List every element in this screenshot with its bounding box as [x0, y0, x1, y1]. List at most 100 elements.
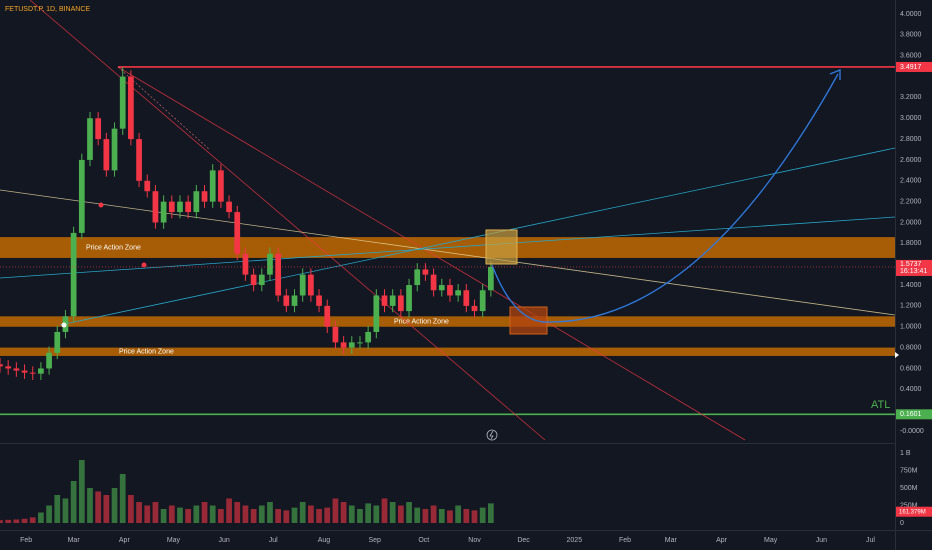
- volume-bar: [144, 505, 151, 524]
- candle-body: [455, 290, 461, 296]
- drawings: [61, 69, 899, 441]
- y-tick-label: 4.0000: [900, 11, 922, 18]
- volume-bar: [447, 510, 453, 524]
- candle-body: [78, 159, 85, 233]
- candle-body: [111, 128, 118, 171]
- candle-body: [13, 368, 20, 371]
- candle-body: [258, 274, 265, 286]
- volume-bar: [479, 507, 486, 524]
- candle-body: [365, 331, 372, 343]
- x-tick-label: Nov: [468, 537, 481, 544]
- volume-bar: [62, 498, 69, 524]
- candle-body: [291, 295, 298, 306]
- event-icon-bolt: [489, 430, 494, 440]
- volume-bar: [414, 507, 421, 524]
- volume-bar: [119, 474, 126, 524]
- candle-body: [414, 269, 421, 286]
- y-tick-label: 0.8000: [900, 344, 922, 351]
- y-tick-label: 3.6000: [900, 53, 922, 60]
- price-zone: [0, 347, 895, 356]
- x-tick-label: May: [764, 537, 778, 544]
- y-tick-label: 1.4000: [900, 282, 922, 289]
- candle-body: [234, 212, 241, 254]
- volume-bar: [78, 460, 85, 524]
- candle-body: [5, 366, 12, 369]
- y-tick-label: 1.8000: [900, 240, 922, 247]
- candle-body: [209, 170, 216, 202]
- volume-bar: [267, 502, 273, 524]
- candle-body: [275, 253, 282, 296]
- pivot-dot: [141, 262, 147, 268]
- volume-bar: [275, 509, 282, 524]
- volume-bar: [258, 505, 265, 524]
- y-tick-label: 1.2000: [900, 303, 922, 310]
- price-zone: [0, 316, 895, 327]
- trendline: [117, 66, 746, 441]
- candle-body: [373, 295, 380, 332]
- target-box: [485, 229, 518, 265]
- volume-bar: [398, 505, 404, 524]
- candle-body: [447, 285, 453, 296]
- volume-bar: [283, 510, 290, 524]
- candles: [0, 67, 494, 524]
- volume-bar: [406, 502, 412, 524]
- chart-title: FETUSDT.P, 1D, BINANCE: [5, 6, 90, 13]
- trendline: [0, 216, 896, 279]
- x-tick-label: Mar: [68, 537, 81, 544]
- candle-body: [136, 139, 142, 181]
- volume-tick-label: 250M: [900, 502, 918, 509]
- candle-body: [46, 352, 52, 369]
- volume-bar: [381, 498, 388, 524]
- volume-bar: [389, 502, 396, 524]
- x-tick-label: Oct: [418, 537, 429, 544]
- volume-bar: [365, 503, 372, 524]
- candle-body: [119, 76, 126, 129]
- candle-body: [168, 201, 175, 213]
- axis-marker: [895, 352, 899, 358]
- volume-bar: [218, 509, 224, 524]
- price-tag-label: 3.4917: [900, 64, 922, 71]
- candle-body: [267, 253, 273, 275]
- support-box: [509, 306, 548, 335]
- volume-bar: [168, 505, 175, 524]
- x-tick-label: 2025: [567, 537, 583, 544]
- candle-body: [283, 295, 290, 306]
- volume-bar: [5, 519, 12, 524]
- y-tick-label: 2.2000: [900, 198, 922, 205]
- x-tick-label: Feb: [20, 537, 32, 544]
- y-tick-label: -0.0000: [900, 428, 924, 435]
- volume-bar: [29, 517, 36, 524]
- volume-bar: [87, 488, 93, 524]
- volume-bar: [250, 509, 257, 524]
- volume-bar: [373, 505, 380, 524]
- forecast-arrow: [491, 73, 839, 323]
- volume-bar: [209, 505, 216, 524]
- volume-bar: [430, 505, 437, 524]
- y-tick-label: 0.4000: [900, 386, 922, 393]
- y-tick-label: 2.4000: [900, 178, 922, 185]
- candle-body: [332, 326, 339, 343]
- x-tick-label: Jul: [866, 537, 875, 544]
- candle-body: [438, 285, 445, 291]
- event-icon[interactable]: [486, 429, 498, 441]
- x-tick-label: Aug: [318, 537, 331, 544]
- volume-bar: [455, 505, 461, 524]
- y-tick-label: 3.8000: [900, 32, 922, 39]
- volume-tick-label: 500M: [900, 485, 918, 492]
- candle-body: [70, 232, 77, 317]
- price-tag-label: 0.1601: [900, 411, 922, 418]
- x-tick-label: Jun: [816, 537, 827, 544]
- candle-body: [54, 331, 61, 353]
- pivot-dot: [98, 202, 104, 208]
- atl-label: ATL: [871, 399, 890, 411]
- y-tick-label: 3.0000: [900, 115, 922, 122]
- current-price-label: 1.5737: [900, 261, 922, 268]
- candle-body: [95, 118, 102, 140]
- zone-label: Price Action Zone: [86, 244, 141, 251]
- x-tick-label: Jul: [269, 537, 278, 544]
- volume-bar: [201, 502, 208, 524]
- countdown-label: 16:13:41: [900, 268, 927, 275]
- x-tick-label: Sep: [368, 537, 381, 544]
- volume-bar: [332, 498, 339, 524]
- candle-body: [38, 368, 44, 374]
